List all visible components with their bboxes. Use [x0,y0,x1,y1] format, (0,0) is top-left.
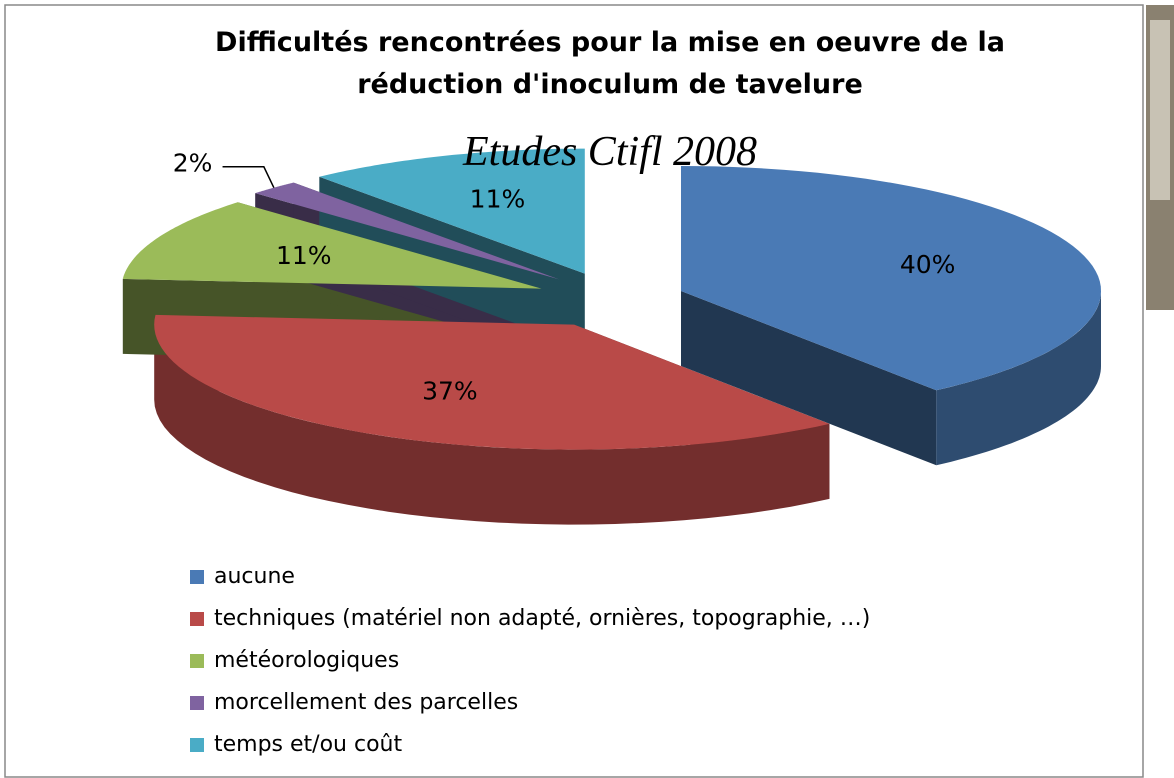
data-label: 2% [173,149,213,178]
page: 40% 37% 11% 2% 11% aucune techniques (matérie… [0,0,1174,778]
pie: 40% 37% 11% 2% 11% [123,149,1101,525]
legend-label: aucune [214,564,295,589]
chart-subtitle: Etudes Ctifl 2008 [300,128,920,176]
legend-swatch [190,738,204,752]
legend-swatch [190,612,204,626]
chart: 40% 37% 11% 2% 11% aucune techniques (matérie… [0,0,1174,778]
legend-swatch [190,654,204,668]
data-label: 40% [900,250,956,279]
legend: aucune techniques (matériel non adapté, o… [190,564,870,757]
data-label: 11% [470,185,526,214]
chart-title: Difficultés rencontrées pour la mise en … [170,22,1050,106]
photo-detail [1150,20,1170,200]
legend-label: morcellement des parcelles [214,690,518,715]
data-label: 11% [276,241,332,270]
legend-swatch [190,696,204,710]
legend-swatch [190,570,204,584]
leader-line [223,167,274,188]
legend-label: météorologiques [214,648,399,673]
legend-label: temps et/ou coût [214,732,402,757]
legend-label: techniques (matériel non adapté, ornière… [214,606,870,631]
data-label: 37% [422,377,478,406]
